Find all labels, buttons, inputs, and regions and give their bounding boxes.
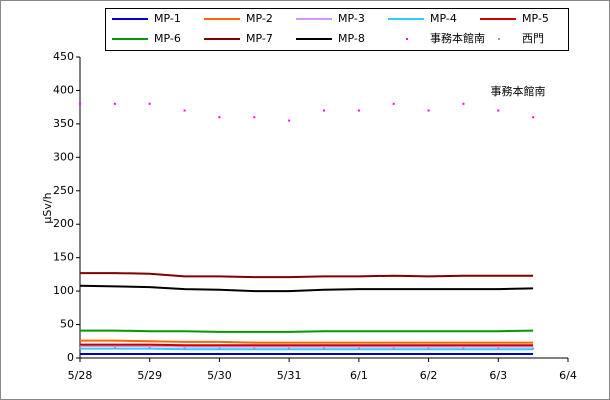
data-point (218, 347, 221, 350)
legend-label: 西門 (522, 32, 544, 45)
y-axis-label: μSv/h (41, 192, 54, 223)
data-point (462, 102, 465, 105)
data-point (497, 109, 500, 112)
data-point (253, 347, 256, 350)
y-tick-label: 200 (53, 217, 74, 230)
x-tick-label: 5/29 (137, 369, 162, 382)
data-point (288, 347, 291, 350)
series-line (80, 347, 534, 351)
legend-label: MP-1 (154, 12, 181, 25)
legend-label: MP-2 (246, 12, 273, 25)
data-point (79, 102, 81, 105)
y-tick-label: 150 (53, 251, 74, 264)
x-tick-label: 5/28 (68, 369, 93, 382)
x-tick-label: 5/30 (207, 369, 232, 382)
data-point (148, 102, 151, 105)
data-point (532, 347, 535, 350)
legend-swatch (498, 38, 500, 40)
data-point (183, 347, 186, 350)
series-line (80, 329, 534, 333)
data-point (427, 347, 430, 350)
data-point (218, 116, 221, 119)
legend-label: MP-4 (430, 12, 457, 25)
x-tick-label: 6/3 (489, 369, 507, 382)
data-point (113, 102, 116, 105)
data-point (357, 109, 360, 112)
data-point (79, 346, 81, 349)
data-point (148, 346, 151, 349)
data-point (323, 109, 325, 112)
y-tick-label: 400 (53, 83, 74, 96)
data-point (183, 109, 186, 112)
x-tick-label: 6/1 (350, 369, 368, 382)
x-tick-label: 6/2 (420, 369, 438, 382)
legend-label: MP-3 (338, 12, 365, 25)
legend-label: MP-6 (154, 32, 181, 45)
y-tick-label: 100 (53, 284, 74, 297)
data-point (323, 347, 325, 350)
data-point (357, 347, 360, 350)
series-line (80, 339, 534, 344)
y-tick-label: 300 (53, 150, 74, 163)
y-tick-label: 50 (60, 318, 74, 331)
annotation: 事務本館南 (491, 84, 546, 98)
data-point (532, 116, 535, 119)
legend-label: MP-7 (246, 32, 273, 45)
data-point (462, 347, 465, 350)
data-point (497, 347, 500, 350)
data-point (392, 102, 395, 105)
data-point (427, 109, 430, 112)
legend-swatch (406, 38, 408, 40)
legend-label: MP-5 (522, 12, 549, 25)
y-tick-label: 250 (53, 184, 74, 197)
series-line (79, 284, 534, 293)
data-point (113, 346, 116, 349)
x-tick-label: 5/31 (277, 369, 302, 382)
series-line (80, 272, 534, 279)
x-tick-label: 6/4 (559, 369, 577, 382)
legend-label: 事務本館南 (430, 31, 485, 45)
series-line (80, 345, 534, 348)
legend-box (105, 8, 569, 51)
y-tick-label: 450 (53, 50, 74, 63)
data-point (288, 119, 291, 122)
data-point (392, 347, 395, 350)
series-line (80, 343, 534, 347)
data-point (253, 116, 256, 119)
legend-label: MP-8 (338, 32, 365, 45)
y-tick-label: 0 (67, 351, 74, 364)
y-tick-label: 350 (53, 117, 74, 130)
